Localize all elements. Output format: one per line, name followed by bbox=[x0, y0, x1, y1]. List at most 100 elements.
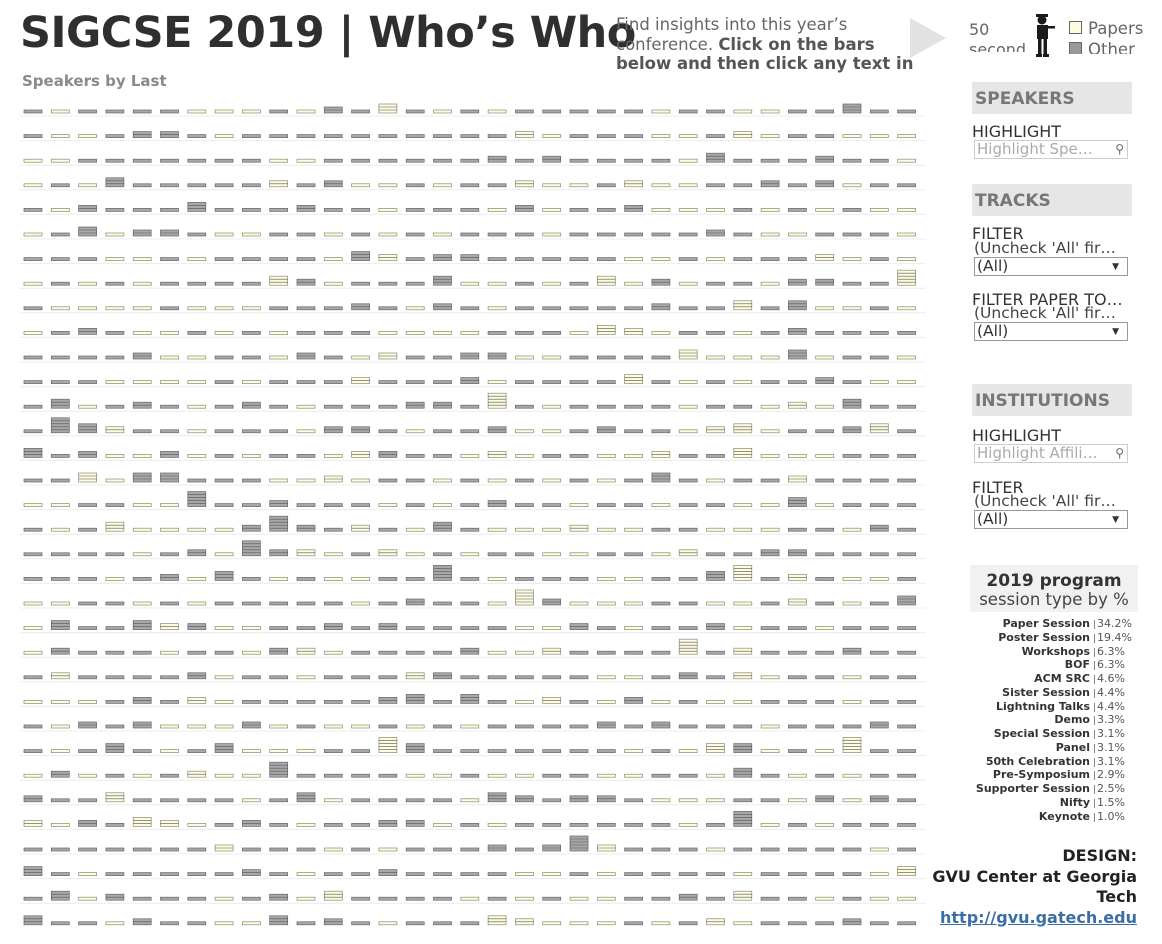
speaker-bar[interactable] bbox=[405, 577, 425, 581]
speaker-bar[interactable] bbox=[515, 257, 534, 261]
speaker-bar[interactable] bbox=[624, 374, 643, 384]
speaker-bar[interactable] bbox=[351, 773, 370, 778]
speaker-bar[interactable] bbox=[733, 890, 753, 901]
speaker-bar[interactable] bbox=[651, 208, 671, 212]
speaker-bar[interactable] bbox=[296, 749, 316, 753]
speaker-bar[interactable] bbox=[869, 134, 889, 138]
speaker-bar[interactable] bbox=[487, 478, 507, 483]
speaker-bar[interactable] bbox=[569, 601, 589, 606]
speaker-bar[interactable] bbox=[160, 183, 179, 188]
speaker-bar[interactable] bbox=[651, 355, 671, 360]
speaker-bar[interactable] bbox=[78, 552, 97, 557]
speaker-bar[interactable] bbox=[242, 232, 261, 237]
speaker-bar[interactable] bbox=[706, 527, 725, 532]
speaker-bar[interactable] bbox=[542, 208, 562, 212]
speaker-bar[interactable] bbox=[433, 700, 452, 704]
speaker-bar[interactable] bbox=[733, 626, 753, 630]
speaker-bar[interactable] bbox=[733, 232, 753, 237]
speaker-bar[interactable] bbox=[760, 478, 780, 483]
speaker-bar[interactable] bbox=[624, 306, 643, 311]
speaker-bar[interactable] bbox=[842, 257, 862, 261]
speaker-bar[interactable] bbox=[323, 847, 343, 852]
speaker-bar[interactable] bbox=[460, 109, 480, 114]
speaker-bar[interactable] bbox=[815, 331, 835, 335]
speaker-bar[interactable] bbox=[23, 773, 43, 778]
speaker-bar[interactable] bbox=[405, 872, 425, 876]
speaker-bar[interactable] bbox=[160, 257, 179, 261]
speaker-bar[interactable] bbox=[542, 896, 562, 901]
speaker-bar[interactable] bbox=[569, 835, 589, 852]
speaker-bar[interactable] bbox=[50, 823, 70, 827]
speaker-bar[interactable] bbox=[405, 650, 425, 655]
speaker-bar[interactable] bbox=[50, 798, 70, 803]
speaker-bar[interactable] bbox=[651, 921, 671, 926]
speaker-bar[interactable] bbox=[433, 183, 452, 188]
speaker-bar[interactable] bbox=[323, 872, 343, 876]
speaker-bar[interactable] bbox=[351, 251, 370, 261]
speaker-bar[interactable] bbox=[651, 675, 671, 680]
speaker-bar[interactable] bbox=[50, 620, 70, 630]
speaker-bar[interactable] bbox=[542, 306, 562, 311]
speaker-bar[interactable] bbox=[214, 700, 234, 704]
speaker-bar[interactable] bbox=[351, 872, 370, 876]
speaker-bar[interactable] bbox=[515, 454, 534, 458]
speaker-bar[interactable] bbox=[651, 872, 671, 876]
speaker-bar[interactable] bbox=[132, 158, 152, 163]
speaker-bar[interactable] bbox=[23, 355, 43, 360]
speaker-bar[interactable] bbox=[897, 134, 916, 138]
speaker-bar[interactable] bbox=[897, 527, 916, 532]
speaker-bar[interactable] bbox=[487, 749, 507, 753]
speaker-bar[interactable] bbox=[487, 208, 507, 212]
speaker-bar[interactable] bbox=[323, 773, 343, 778]
speaker-bar[interactable] bbox=[296, 380, 316, 384]
speaker-bar[interactable] bbox=[323, 823, 343, 827]
speaker-bar[interactable] bbox=[869, 650, 889, 655]
speaker-bar[interactable] bbox=[132, 454, 152, 458]
speaker-bar[interactable] bbox=[651, 527, 671, 532]
speaker-bar[interactable] bbox=[23, 700, 43, 704]
speaker-bar[interactable] bbox=[405, 552, 425, 557]
speaker-bar[interactable] bbox=[405, 527, 425, 532]
speaker-bar[interactable] bbox=[788, 847, 807, 852]
speaker-bar[interactable] bbox=[296, 109, 316, 114]
speaker-bar[interactable] bbox=[78, 472, 97, 483]
speaker-bar[interactable] bbox=[242, 158, 261, 163]
speaker-bar[interactable] bbox=[132, 675, 152, 680]
speaker-bar[interactable] bbox=[569, 257, 589, 261]
speaker-bar[interactable] bbox=[187, 183, 207, 188]
speaker-bar[interactable] bbox=[842, 158, 862, 163]
speaker-bar[interactable] bbox=[624, 675, 643, 680]
speaker-bar[interactable] bbox=[842, 503, 862, 507]
speaker-bar[interactable] bbox=[842, 552, 862, 557]
speaker-bar[interactable] bbox=[706, 257, 725, 261]
speaker-bar[interactable] bbox=[596, 577, 616, 581]
speaker-bar[interactable] bbox=[842, 380, 862, 384]
speaker-bar[interactable] bbox=[678, 700, 698, 704]
speaker-bar[interactable] bbox=[23, 232, 43, 237]
speaker-bar[interactable] bbox=[187, 281, 207, 286]
speaker-bar[interactable] bbox=[105, 700, 125, 704]
speaker-bar[interactable] bbox=[214, 404, 234, 409]
speaker-bar[interactable] bbox=[624, 626, 643, 630]
speaker-bar[interactable] bbox=[651, 503, 671, 507]
speaker-bar[interactable] bbox=[596, 823, 616, 827]
speaker-bar[interactable] bbox=[733, 601, 753, 606]
speaker-bar[interactable] bbox=[351, 208, 370, 212]
speaker-bar[interactable] bbox=[624, 134, 643, 138]
speaker-bar[interactable] bbox=[160, 355, 179, 360]
speaker-bar[interactable] bbox=[624, 232, 643, 237]
speaker-bar[interactable] bbox=[678, 109, 698, 114]
speaker-bar[interactable] bbox=[132, 257, 152, 261]
speaker-bar[interactable] bbox=[269, 626, 289, 630]
speaker-bar[interactable] bbox=[897, 454, 916, 458]
speaker-bar[interactable] bbox=[569, 355, 589, 360]
speaker-bar[interactable] bbox=[869, 158, 889, 163]
speaker-bar[interactable] bbox=[487, 823, 507, 827]
speaker-bar[interactable] bbox=[242, 331, 261, 335]
speaker-bar[interactable] bbox=[296, 232, 316, 237]
speaker-bar[interactable] bbox=[214, 281, 234, 286]
speaker-bar[interactable] bbox=[242, 896, 261, 901]
speaker-bar[interactable] bbox=[515, 626, 534, 630]
speaker-bar[interactable] bbox=[515, 331, 534, 335]
speaker-bar[interactable] bbox=[296, 503, 316, 507]
